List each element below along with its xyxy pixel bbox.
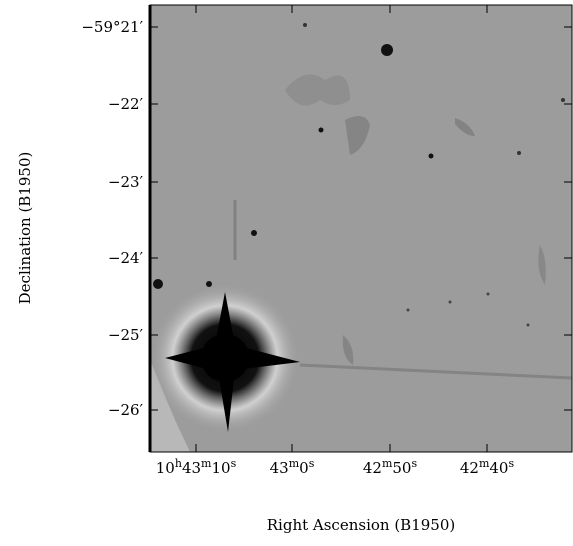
number: 40 [489,459,508,477]
unit: s [231,457,237,470]
unit: m [289,457,300,470]
x-tick-label: 43m0s [270,457,315,477]
x-tick-label: 42m50s [363,457,418,477]
x-axis-title: Right Ascension (B1950) [267,516,455,534]
number: 10 [211,459,230,477]
y-tick-label: −59°21′ [81,18,143,36]
y-tick-label: −25′ [108,326,144,344]
number: 42 [363,459,382,477]
unit: m [479,457,490,470]
number: 43 [182,459,201,477]
x-tick-label: 42m40s [460,457,515,477]
unit: m [382,457,393,470]
number: 42 [460,459,479,477]
y-tick-label: −24′ [108,249,144,267]
number: 43 [270,459,289,477]
y-tick-label: −26′ [108,401,144,419]
number: 0 [299,459,309,477]
unit: s [411,457,417,470]
unit: s [309,457,315,470]
x-tick-label: 10h43m10s [156,457,237,477]
y-axis-title: Declination (B1950) [16,152,34,305]
unit: h [175,457,182,470]
unit: s [508,457,514,470]
unit: m [201,457,212,470]
sky-image [150,5,572,452]
y-tick-label: −23′ [108,173,144,191]
number: 50 [392,459,411,477]
number: 10 [156,459,175,477]
y-tick-label: −22′ [108,95,144,113]
